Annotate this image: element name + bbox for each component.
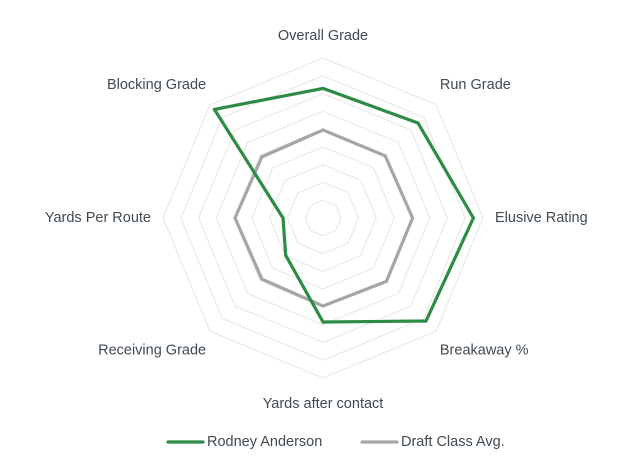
axis-label: Receiving Grade (98, 343, 206, 359)
series-point (424, 319, 428, 323)
legend-label: Draft Class Avg. (401, 434, 505, 450)
axis-label: Yards Per Route (45, 210, 151, 226)
series-point (233, 216, 237, 220)
series-point (284, 253, 288, 257)
series-point (471, 216, 475, 220)
series-point (321, 304, 325, 308)
grid-ring (269, 164, 377, 272)
axis-labels: Overall Grade Run Grade Elusive Rating Brea… (45, 28, 588, 412)
grid-ring (304, 199, 342, 237)
axis-label: Overall Grade (278, 28, 368, 44)
radar-grid (162, 57, 484, 379)
grid-ring (251, 146, 395, 290)
series-point (321, 320, 325, 324)
legend: Rodney Anderson Draft Class Avg. (166, 434, 505, 450)
series-point (411, 216, 415, 220)
series-point (383, 154, 387, 158)
series-point (212, 107, 216, 111)
series-point (416, 121, 420, 125)
series-point (260, 155, 264, 159)
radar-series (212, 86, 475, 324)
series-point (321, 86, 325, 90)
grid-ring (162, 57, 484, 379)
grid-ring (286, 181, 360, 255)
grid-ring (198, 93, 448, 343)
axis-label: Run Grade (440, 77, 511, 93)
series-point (384, 279, 388, 283)
legend-label: Rodney Anderson (207, 434, 322, 450)
series-point (281, 216, 285, 220)
axis-label: Breakaway % (440, 343, 529, 359)
grid-ring (180, 75, 466, 361)
series-point (260, 277, 264, 281)
axis-label: Elusive Rating (495, 210, 588, 226)
series-line (212, 86, 475, 324)
axis-label: Yards after contact (263, 396, 384, 412)
axis-label: Blocking Grade (107, 77, 206, 93)
series-point (321, 128, 325, 132)
grid-ring (215, 110, 431, 326)
